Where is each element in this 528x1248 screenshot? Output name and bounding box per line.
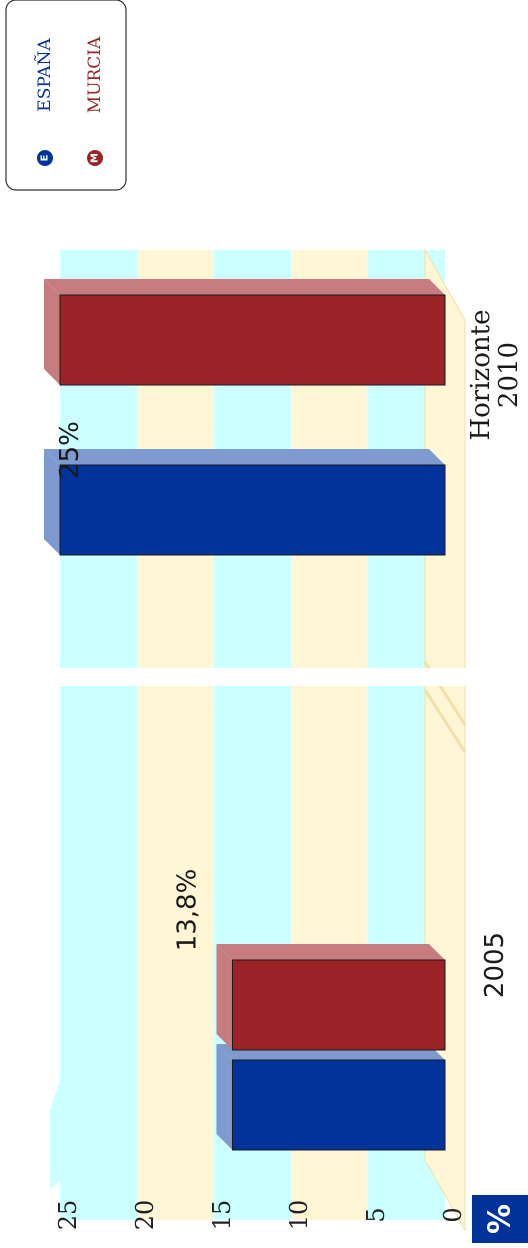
legend-label-españa: ESPAÑA	[34, 38, 55, 112]
bar-top	[216, 944, 233, 1050]
legend-marker-letter: E	[40, 154, 51, 161]
bar-side	[44, 279, 445, 295]
bar-españa	[231, 1059, 446, 1151]
y-axis-ticks: 0 5 10 15 20 25	[54, 1200, 467, 1231]
legend-box	[5, 0, 127, 191]
gridline-band-side	[50, 1080, 60, 1190]
bar-side	[44, 449, 445, 465]
data-label: 13,8%	[172, 869, 202, 952]
y-tick-label: 0	[439, 1207, 467, 1222]
y-tick-label: 25	[54, 1200, 82, 1231]
bar-murcia	[59, 294, 446, 386]
data-labels: 13,8% 25%	[55, 421, 202, 951]
legend-label-murcia: MURCIA	[85, 36, 105, 113]
bars	[44, 279, 446, 1151]
legend: E ESPAÑA M MURCIA	[5, 0, 127, 191]
axis-gap-fill	[40, 668, 470, 686]
unit-badge: %	[472, 1195, 528, 1243]
bar-murcia	[231, 959, 446, 1051]
bar-side	[216, 944, 445, 960]
y-tick-label: 10	[285, 1200, 313, 1231]
unit-badge-bg	[472, 1195, 528, 1243]
unit-badge-text: %	[483, 1204, 518, 1234]
data-label: 25%	[55, 421, 85, 479]
bar-top	[44, 279, 60, 385]
gridline-band	[137, 250, 214, 1220]
legend-marker-letter: M	[90, 153, 101, 163]
bar-españa	[59, 464, 446, 556]
bar-top	[44, 449, 60, 555]
legend-marker-murcia	[87, 150, 103, 166]
category-label: 2005	[480, 932, 510, 998]
category-label: Horizonte	[466, 309, 496, 440]
category-label: 2010	[494, 342, 524, 408]
y-tick-label: 20	[131, 1200, 159, 1231]
y-tick-label: 5	[362, 1207, 390, 1222]
bar-top	[216, 1044, 233, 1150]
gridline-band	[60, 250, 137, 1220]
legend-marker-españa	[37, 150, 53, 166]
axis-gap-right	[423, 689, 467, 753]
y-tick-label: 15	[208, 1200, 236, 1231]
